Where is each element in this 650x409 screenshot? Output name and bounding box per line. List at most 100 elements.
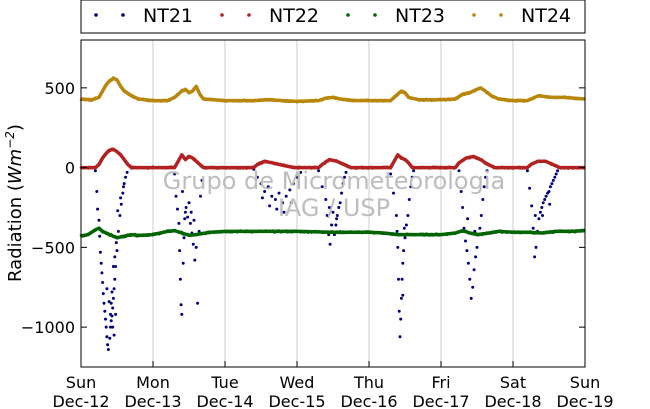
legend-label-NT23: NT23 xyxy=(395,5,445,27)
point-NT22 xyxy=(392,159,396,163)
point-NT21 xyxy=(95,190,99,193)
point-NT22 xyxy=(100,159,103,163)
point-NT22 xyxy=(390,164,394,168)
point-NT21 xyxy=(482,185,486,189)
point-NT21 xyxy=(174,194,178,198)
point-NT21 xyxy=(407,198,411,201)
point-NT21 xyxy=(105,335,109,339)
legend-marker-NT22-a xyxy=(220,13,224,17)
point-NT21 xyxy=(194,245,198,249)
point-NT21 xyxy=(337,206,341,209)
point-NT21 xyxy=(192,218,196,222)
point-NT21 xyxy=(335,214,339,217)
legend-marker-NT24-b xyxy=(499,13,503,17)
point-NT21 xyxy=(266,185,270,189)
point-NT24 xyxy=(391,97,395,101)
point-NT24 xyxy=(199,94,203,97)
point-NT21 xyxy=(177,221,181,225)
point-NT21 xyxy=(334,223,338,227)
point-NT21 xyxy=(119,202,123,206)
point-NT21 xyxy=(196,301,200,305)
point-NT24 xyxy=(406,93,409,97)
point-NT21 xyxy=(110,290,114,294)
point-NT21 xyxy=(464,239,467,243)
point-NT21 xyxy=(397,309,401,313)
point-NT24 xyxy=(110,78,114,82)
point-NT21 xyxy=(299,170,303,174)
point-NT22 xyxy=(174,163,178,167)
point-NT21 xyxy=(525,169,529,173)
point-NT21 xyxy=(481,198,485,201)
point-NT22 xyxy=(176,160,180,164)
point-NT23 xyxy=(499,229,503,232)
x-tick-date-3: Dec-15 xyxy=(268,392,325,409)
point-NT21 xyxy=(325,214,329,217)
point-NT21 xyxy=(406,214,410,217)
point-NT24 xyxy=(186,89,190,93)
point-NT21 xyxy=(398,335,402,339)
point-NT21 xyxy=(396,245,400,249)
point-NT21 xyxy=(259,182,263,186)
point-NT22 xyxy=(178,158,181,161)
point-NT21 xyxy=(111,306,115,310)
point-NT22 xyxy=(122,158,126,161)
legend-marker-NT21-b xyxy=(121,13,125,17)
svg-text:Radiation (Wm−2): Radiation (Wm−2) xyxy=(3,124,26,282)
point-NT21 xyxy=(317,169,321,173)
point-NT21 xyxy=(401,261,405,265)
point-NT21 xyxy=(556,169,560,173)
point-NT22 xyxy=(119,152,122,156)
point-NT21 xyxy=(93,169,97,173)
point-NT21 xyxy=(402,226,406,230)
point-NT21 xyxy=(199,194,202,198)
point-NT23 xyxy=(133,232,137,236)
point-NT21 xyxy=(474,255,478,259)
point-NT21 xyxy=(181,261,185,265)
point-NT21 xyxy=(327,206,331,209)
point-NT22 xyxy=(323,162,326,165)
point-NT21 xyxy=(485,169,489,173)
point-NT21 xyxy=(538,210,542,214)
legend: NT21 NT22 NT23 NT24 xyxy=(80,0,586,34)
y-axis: 500 0 −500 −1000 xyxy=(21,79,585,337)
point-NT24 xyxy=(194,84,198,88)
point-NT21 xyxy=(541,201,545,205)
point-NT21 xyxy=(104,317,107,321)
point-NT21 xyxy=(122,185,125,189)
point-NT21 xyxy=(551,178,555,182)
point-NT22 xyxy=(389,167,392,170)
point-NT21 xyxy=(543,198,547,201)
y-tick-label-3: −1000 xyxy=(21,318,75,337)
point-NT21 xyxy=(184,206,188,209)
x-tick-day-1: Mon xyxy=(136,373,170,392)
point-NT21 xyxy=(186,215,190,219)
point-NT24 xyxy=(191,90,194,93)
legend-marker-NT24-a xyxy=(472,13,476,17)
point-NT21 xyxy=(98,234,102,238)
y-axis-label-suffix: ) xyxy=(5,124,26,131)
point-NT23 xyxy=(271,229,275,232)
point-NT21 xyxy=(338,201,342,205)
point-NT21 xyxy=(114,265,118,268)
y-axis-label: Radiation (Wm−2) xyxy=(3,124,26,282)
point-NT21 xyxy=(484,175,488,179)
point-NT21 xyxy=(263,190,267,193)
y-axis-label-prefix: Radiation ( xyxy=(5,184,26,282)
point-NT21 xyxy=(341,182,345,186)
point-NT22 xyxy=(95,166,98,169)
x-tick-date-6: Dec-18 xyxy=(484,392,541,409)
point-NT21 xyxy=(412,169,416,173)
point-NT24 xyxy=(98,93,102,97)
x-tick-day-6: Sat xyxy=(500,373,526,392)
point-NT24 xyxy=(473,89,476,93)
point-NT21 xyxy=(118,214,122,217)
point-NT21 xyxy=(324,198,328,201)
point-NT21 xyxy=(466,261,470,265)
point-NT21 xyxy=(534,245,538,249)
point-NT21 xyxy=(111,265,115,268)
point-NT22 xyxy=(481,159,485,162)
point-NT24 xyxy=(582,97,586,100)
point-NT21 xyxy=(107,300,111,304)
point-NT21 xyxy=(181,190,184,193)
